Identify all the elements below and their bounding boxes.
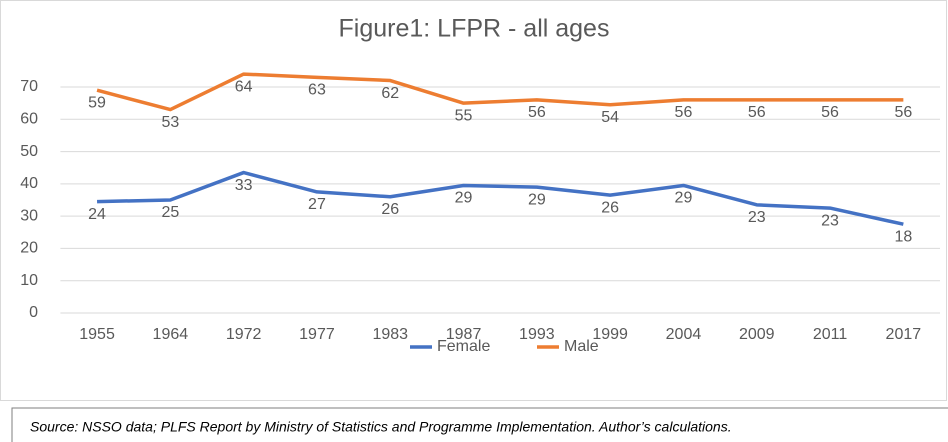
y-tick-label: 50	[20, 143, 38, 160]
chart-frame	[0, 0, 947, 401]
x-tick-label: 2009	[739, 326, 775, 343]
data-label: 54	[601, 109, 619, 126]
x-tick-label: 1964	[153, 326, 189, 343]
source-frame	[11, 407, 948, 442]
x-tick-label: 1993	[519, 326, 555, 343]
data-label: 63	[308, 82, 326, 99]
data-label: 33	[235, 177, 253, 194]
chart-title: Figure1: LFPR - all ages	[339, 15, 610, 43]
x-tick-label: 2004	[666, 326, 702, 343]
data-label: 18	[894, 228, 912, 245]
y-tick-label: 30	[20, 207, 38, 224]
x-tick-label: 1955	[79, 326, 115, 343]
data-label: 59	[88, 94, 106, 111]
x-tick-label: 1977	[299, 326, 335, 343]
y-tick-label: 10	[20, 272, 38, 289]
x-tick-label: 2017	[886, 326, 922, 343]
data-label: 53	[161, 114, 179, 131]
y-tick-label: 60	[20, 111, 38, 128]
x-tick-label: 1999	[592, 326, 628, 343]
x-tick-label: 1972	[226, 326, 262, 343]
data-label: 64	[235, 78, 253, 95]
data-label: 26	[601, 199, 619, 216]
data-label: 29	[528, 191, 546, 208]
data-label: 56	[675, 104, 693, 121]
data-label: 26	[381, 201, 399, 218]
x-tick-label: 1987	[446, 326, 482, 343]
data-label: 55	[455, 107, 473, 124]
y-tick-label: 40	[20, 175, 38, 192]
legend-label: Female	[437, 338, 490, 355]
series-line	[97, 170, 904, 226]
y-tick-label: 20	[20, 240, 38, 257]
series-line	[96, 72, 904, 112]
data-label: 24	[88, 206, 106, 223]
data-label: 56	[528, 104, 546, 121]
x-tick-label: 1983	[372, 326, 408, 343]
data-label: 29	[675, 190, 693, 207]
data-label: 56	[748, 104, 766, 121]
data-label: 25	[161, 204, 179, 221]
data-label: 56	[821, 104, 839, 121]
x-tick-label: 2011	[813, 326, 848, 343]
source-note: Source: NSSO data; PLFS Report by Minist…	[30, 419, 732, 435]
y-tick-label: 70	[20, 78, 38, 95]
legend-label: Male	[564, 338, 599, 355]
y-tick-label: 0	[29, 304, 38, 321]
data-label: 29	[455, 190, 473, 207]
data-label: 23	[821, 212, 839, 229]
data-label: 27	[308, 196, 326, 213]
data-label: 62	[381, 85, 399, 102]
data-label: 56	[894, 104, 912, 121]
data-label: 23	[748, 209, 766, 226]
